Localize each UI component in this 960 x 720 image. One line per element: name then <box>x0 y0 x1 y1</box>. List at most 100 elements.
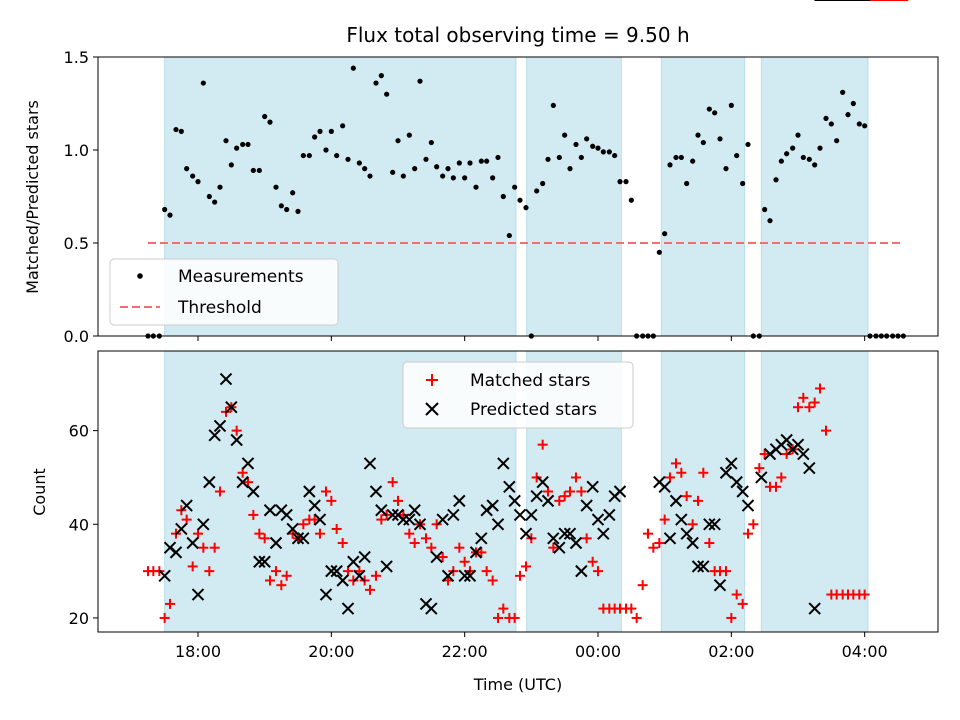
matched-star-point <box>254 528 265 539</box>
measurement-point <box>306 152 312 159</box>
measurement-point <box>412 166 418 172</box>
matched-star-point <box>554 495 565 506</box>
measurement-point <box>673 154 679 161</box>
measurement-point <box>617 179 623 185</box>
measurement-point <box>734 152 740 159</box>
predicted-star-point <box>541 494 555 508</box>
predicted-star-point <box>253 555 266 568</box>
measurement-point <box>245 141 251 148</box>
measurement-point <box>662 231 668 237</box>
predicted-star-point <box>547 532 560 545</box>
predicted-star-point <box>613 485 627 498</box>
bottom-window-2 <box>660 350 746 633</box>
measurement-point <box>828 121 834 127</box>
matched-star-point <box>487 575 498 586</box>
measurement-point <box>545 156 551 162</box>
x-axis-label: Time (UTC) <box>473 675 562 694</box>
predicted-star-point <box>325 564 338 578</box>
measurement-point <box>856 121 862 127</box>
predicted-star-point <box>530 489 543 503</box>
predicted-star-point <box>458 569 471 583</box>
matched-star-point <box>421 533 431 544</box>
measurement-point <box>584 136 590 142</box>
matched-star-point <box>587 556 598 567</box>
measurement-point <box>695 132 701 138</box>
measurement-point <box>784 151 790 157</box>
chart-title: Flux total observing time = 9.50 h <box>346 23 689 47</box>
measurement-point <box>478 158 484 164</box>
measurement-point <box>378 73 384 79</box>
measurement-point <box>340 123 346 129</box>
predicted-star-point <box>230 433 243 447</box>
predicted-star-point <box>475 532 488 545</box>
measurement-point <box>550 102 556 108</box>
matched-star-point <box>543 486 553 497</box>
legend-matched-label: Matched stars <box>470 371 590 391</box>
measurement-point <box>812 162 818 168</box>
matched-star-point <box>215 486 225 497</box>
top-axes-frame <box>97 56 939 337</box>
bottom-panel: 20 40 60 18:00 20:00 22:00 00:00 02:00 04:00 Co… <box>30 0 939 694</box>
predicted-star-point <box>558 527 571 540</box>
matched-star-point <box>793 402 803 413</box>
predicted-star-point <box>791 438 805 451</box>
measurement-point <box>273 184 279 190</box>
matched-star-point <box>737 598 748 609</box>
measurement-point <box>490 175 496 181</box>
measurement-point <box>817 145 823 151</box>
measurement-point <box>250 167 256 174</box>
matched-star-point <box>454 542 465 553</box>
matched-star-point <box>265 575 275 586</box>
matched-star-point <box>771 481 781 492</box>
measurement-point <box>295 208 301 214</box>
top-window-2 <box>660 56 746 337</box>
predicted-star-point <box>675 513 688 526</box>
predicted-star-point <box>803 461 816 475</box>
matched-star-point <box>698 467 709 478</box>
matched-star-point <box>659 514 670 525</box>
measurement-point <box>278 203 284 209</box>
matched-star-point <box>626 603 637 614</box>
predicted-star-point <box>247 485 260 498</box>
matched-star-point <box>798 392 809 403</box>
matched-star-point <box>198 542 209 553</box>
top-y-ticks: 0.0 0.5 1.0 1.5 <box>64 48 98 346</box>
xtick-label: 20:00 <box>308 642 354 661</box>
measurement-point <box>623 179 629 185</box>
top-ytick-label: 1.0 <box>64 141 89 160</box>
predicted-star-point <box>808 602 821 615</box>
predicted-star-point <box>375 504 388 517</box>
measurement-point <box>795 132 801 138</box>
matched-star-point <box>387 477 398 488</box>
predicted-star-point <box>497 457 510 470</box>
predicted-star-point <box>686 536 699 550</box>
measurement-point <box>212 199 218 205</box>
predicted-star-point <box>575 564 588 578</box>
predicted-star-point <box>491 518 505 531</box>
matched-star-point <box>521 561 531 572</box>
measurement-point <box>473 184 479 190</box>
predicted-star-point <box>486 499 499 512</box>
bottom-legend: Matched stars Predicted stars <box>402 361 634 429</box>
top-ytick-label: 0.5 <box>64 234 89 253</box>
matched-star-point <box>704 538 715 549</box>
predicted-star-point <box>269 536 283 550</box>
measurement-point <box>450 175 456 181</box>
matched-star-point <box>493 612 503 623</box>
predicted-star-point <box>286 522 299 536</box>
matched-star-point <box>759 449 770 460</box>
measurement-point <box>656 249 662 255</box>
matched-star-point <box>309 514 320 525</box>
bottom-ytick-label: 20 <box>69 609 89 628</box>
matched-star-point <box>237 467 248 478</box>
bottom-ytick-label: 60 <box>69 422 89 441</box>
xtick-label: 02:00 <box>708 642 754 661</box>
measurement-point <box>823 115 829 121</box>
predicted-star-point <box>553 541 566 554</box>
measurement-point <box>228 162 234 168</box>
legend-matched-marker <box>426 374 438 386</box>
matched-star-point <box>821 425 831 436</box>
predicted-star-point <box>191 588 205 601</box>
bottom-y-axis-label: Count <box>30 468 49 516</box>
